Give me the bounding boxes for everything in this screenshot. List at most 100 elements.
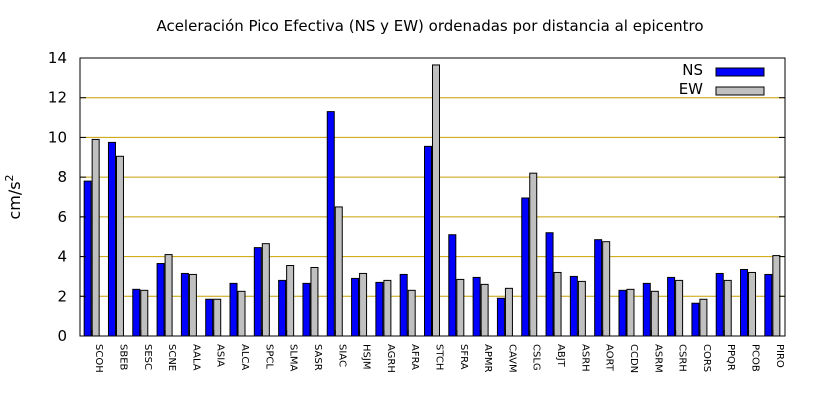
x-tick-label: STCH [434,344,445,370]
bar-ns-alca [229,282,238,337]
x-tick-label: SASR [312,344,323,371]
bar-ew-scoh [91,138,100,337]
bar-ns-slma [278,279,287,337]
x-tick-label: ASRM [652,344,663,373]
bar-ns-cavm [496,297,505,337]
bar-ew-asrm [650,290,659,337]
bar-ew-ppqr [723,279,732,337]
x-tick-label: APMR [482,344,493,372]
chart-title: Aceleración Pico Efectiva (NS y EW) orde… [156,17,703,35]
bar-ns-aala [180,272,189,337]
bar-ew-siac [334,206,343,337]
y-tick-label: 14 [48,49,67,67]
x-tick-label: SFRA [458,344,469,370]
x-tick-label: CSLG [531,344,542,371]
x-tick-label: CSRH [677,344,688,372]
bar-ew-sfra [456,278,465,337]
bar-ew-ccdn [626,288,635,337]
bar-ew-hsjm [359,272,368,337]
bar-ew-scne [164,254,173,337]
bar-ns-scne [156,263,165,337]
x-tick-label: AFRA [409,344,420,370]
bar-ns-sasr [302,282,311,337]
bar-ns-abjt [545,232,554,337]
x-tick-labels: SCOH SBEB SESC SCNE AALA ASIA ALCA SPCL SLMA SASR… [93,344,785,373]
bar-ns-cors [691,302,700,337]
y-axis-label-unit: cm/s [5,181,24,219]
y-tick-label: 12 [48,89,67,107]
bar-ew-cslg [529,172,538,337]
bar-ew-agrh [383,279,392,337]
bar-ns-ccdn [618,289,627,337]
x-tick-label: SPCL [263,344,274,369]
bar-ew-aort [602,241,611,337]
x-tick-label: PPQR [725,344,736,371]
bar-ew-asia [213,298,222,337]
bar-ew-stch [432,64,440,337]
bar-ns-csrh [667,276,676,337]
bar-ew-spcl [261,243,270,337]
bar-ns-piro [764,273,773,337]
x-tick-label: PIRO [774,344,785,368]
x-tick-label: SCOH [93,344,104,373]
bar-ew-afra [407,289,416,337]
bars [83,64,781,337]
y-tick-label: 8 [57,168,67,186]
bar-ew-pcob [748,271,757,337]
x-tick-label: PCOB [750,344,761,372]
legend-label-ew: EW [679,80,703,98]
bar-ns-scoh [83,180,92,337]
bar-ew-asrh [577,280,586,337]
x-tick-label: ASIA [215,344,226,367]
legend-swatch-ns [715,67,765,77]
bar-ew-cors [699,298,708,337]
legend-swatch-ew [715,86,765,96]
plot-frame [79,57,786,337]
y-axis-label: cm/s2 [3,174,24,219]
x-tick-label: SLMA [288,344,299,372]
bar-ns-asrh [569,275,578,337]
bar-ns-hsjm [351,277,360,337]
bar-ns-ppqr [715,272,724,337]
y-axis-label-superscript: 2 [3,174,16,181]
x-tick-label: HSJM [361,344,372,369]
x-tick-label: CORS [701,344,712,372]
bar-ns-siac [326,111,335,337]
bar-ns-cslg [521,197,530,337]
bar-ew-sesc [140,289,149,337]
y-tick-label: 2 [57,287,67,305]
bar-ew-piro [772,255,781,337]
bar-ns-asrm [642,282,651,337]
axes [79,57,786,337]
bar-ns-afra [399,273,408,337]
x-tick-label: SBEB [117,344,128,371]
x-tick-label: SESC [142,344,153,370]
bar-ew-apmr [480,283,489,337]
legend-label-ns: NS [682,61,703,79]
x-tick-label: AORT [604,344,615,372]
bar-ns-sesc [132,288,141,337]
x-tick-label: AGRH [385,344,396,373]
bar-ew-sbeb [115,155,124,337]
x-tick-label: CCDN [628,344,639,373]
y-tick-label: 6 [57,208,67,226]
bar-ew-cavm [504,287,513,337]
bar-ns-spcl [253,247,262,337]
bar-ew-aala [188,273,197,337]
bar-ns-pcob [740,268,749,337]
bar-ns-agrh [375,281,384,337]
x-tick-label: SIAC [336,344,347,367]
bar-ns-sfra [448,234,457,337]
x-tick-label: CAVM [506,344,517,373]
bar-ew-sasr [310,266,319,337]
bar-ew-alca [237,290,246,337]
bar-ns-aort [594,239,603,337]
bar-ew-csrh [675,279,684,337]
bar-ew-slma [286,265,295,337]
x-tick-label: AALA [190,344,201,371]
y-tick-labels: 0 2 4 6 8 10 12 14 [48,49,67,345]
bar-ns-sbeb [107,141,116,337]
